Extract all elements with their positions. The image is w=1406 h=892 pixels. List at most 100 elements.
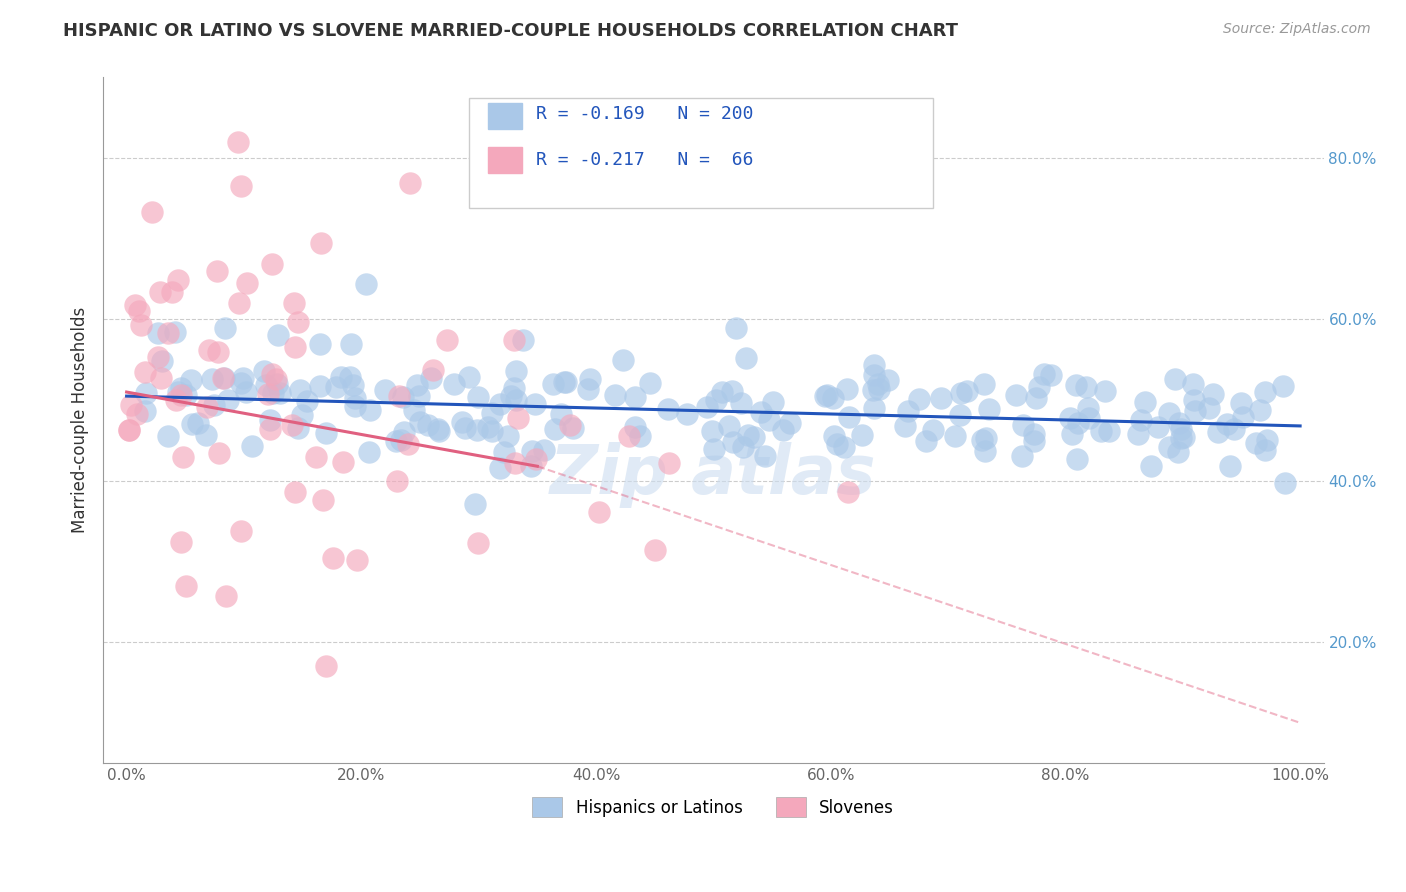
Point xyxy=(396,437,419,451)
Point xyxy=(644,543,666,558)
Point xyxy=(612,353,634,368)
Point xyxy=(287,314,309,328)
Point xyxy=(374,383,396,397)
Point xyxy=(508,410,530,425)
Point xyxy=(1246,436,1268,450)
Point xyxy=(174,387,197,401)
Point xyxy=(231,178,253,193)
Text: HISPANIC OR LATINO VS SLOVENE MARRIED-COUPLE HOUSEHOLDS CORRELATION CHART: HISPANIC OR LATINO VS SLOVENE MARRIED-CO… xyxy=(63,22,959,40)
Point xyxy=(505,364,527,378)
Point xyxy=(628,429,651,443)
Point xyxy=(208,445,231,459)
Point xyxy=(1066,377,1088,392)
Point xyxy=(832,440,855,454)
Point xyxy=(533,442,555,457)
Point xyxy=(1249,403,1271,417)
Point xyxy=(658,456,681,470)
Point xyxy=(956,384,979,398)
Point xyxy=(329,370,352,384)
Point xyxy=(162,285,184,299)
Point xyxy=(214,320,236,334)
Text: R = -0.217   N =  66: R = -0.217 N = 66 xyxy=(536,151,754,169)
Point xyxy=(862,383,884,397)
Point xyxy=(464,497,486,511)
Point xyxy=(305,450,328,464)
Point xyxy=(1059,410,1081,425)
Point xyxy=(914,434,936,449)
Point xyxy=(187,417,209,431)
Point xyxy=(260,367,283,381)
Point xyxy=(1181,377,1204,392)
Point xyxy=(427,422,450,436)
Point xyxy=(737,428,759,442)
Point xyxy=(851,427,873,442)
Point xyxy=(269,386,291,401)
Point xyxy=(1066,416,1088,430)
Point xyxy=(974,431,997,445)
Point xyxy=(868,382,890,396)
Point xyxy=(236,276,259,290)
Point xyxy=(436,333,458,347)
Point xyxy=(704,393,727,408)
Point xyxy=(943,429,966,443)
Point xyxy=(1229,395,1251,409)
Point xyxy=(742,430,765,444)
Point xyxy=(149,371,172,385)
Point xyxy=(392,390,415,404)
Point xyxy=(134,365,156,379)
Point xyxy=(118,423,141,437)
Point xyxy=(315,659,337,673)
Point xyxy=(1254,443,1277,458)
Point xyxy=(340,336,363,351)
Point xyxy=(1173,430,1195,444)
Point xyxy=(908,392,931,407)
Point xyxy=(814,388,837,402)
Point xyxy=(135,386,157,401)
Point xyxy=(256,386,278,401)
Point xyxy=(202,398,225,412)
Point xyxy=(711,384,734,399)
Point xyxy=(897,404,920,418)
Point xyxy=(315,425,337,440)
Point xyxy=(214,370,236,384)
Point xyxy=(503,333,526,347)
Point xyxy=(489,397,512,411)
Point xyxy=(465,423,488,437)
Point xyxy=(443,377,465,392)
Point xyxy=(391,434,413,448)
Point xyxy=(172,450,194,464)
Point xyxy=(150,354,173,368)
Point xyxy=(1167,444,1189,458)
Point xyxy=(562,421,585,435)
Point xyxy=(1012,418,1035,433)
Point xyxy=(198,343,221,357)
Point xyxy=(120,398,142,412)
Point xyxy=(240,439,263,453)
Point xyxy=(696,401,718,415)
Point xyxy=(779,416,801,430)
Point xyxy=(866,376,889,391)
Point xyxy=(1215,417,1237,432)
Point xyxy=(1223,422,1246,436)
Point xyxy=(541,376,564,391)
Point xyxy=(254,378,277,392)
Point xyxy=(894,418,917,433)
Point xyxy=(720,384,742,399)
Point xyxy=(1201,386,1223,401)
Point xyxy=(148,285,170,299)
Point xyxy=(977,402,1000,417)
Point xyxy=(287,421,309,435)
Point xyxy=(312,493,335,508)
Point xyxy=(1005,388,1028,402)
Point xyxy=(544,422,567,436)
Point xyxy=(283,295,305,310)
Point xyxy=(332,455,354,469)
Point xyxy=(558,418,581,433)
Point xyxy=(1024,391,1046,405)
Point xyxy=(467,535,489,549)
Point xyxy=(1077,411,1099,425)
Point xyxy=(519,459,541,474)
Bar xyxy=(488,147,522,173)
Point xyxy=(215,589,238,603)
Point xyxy=(405,377,427,392)
